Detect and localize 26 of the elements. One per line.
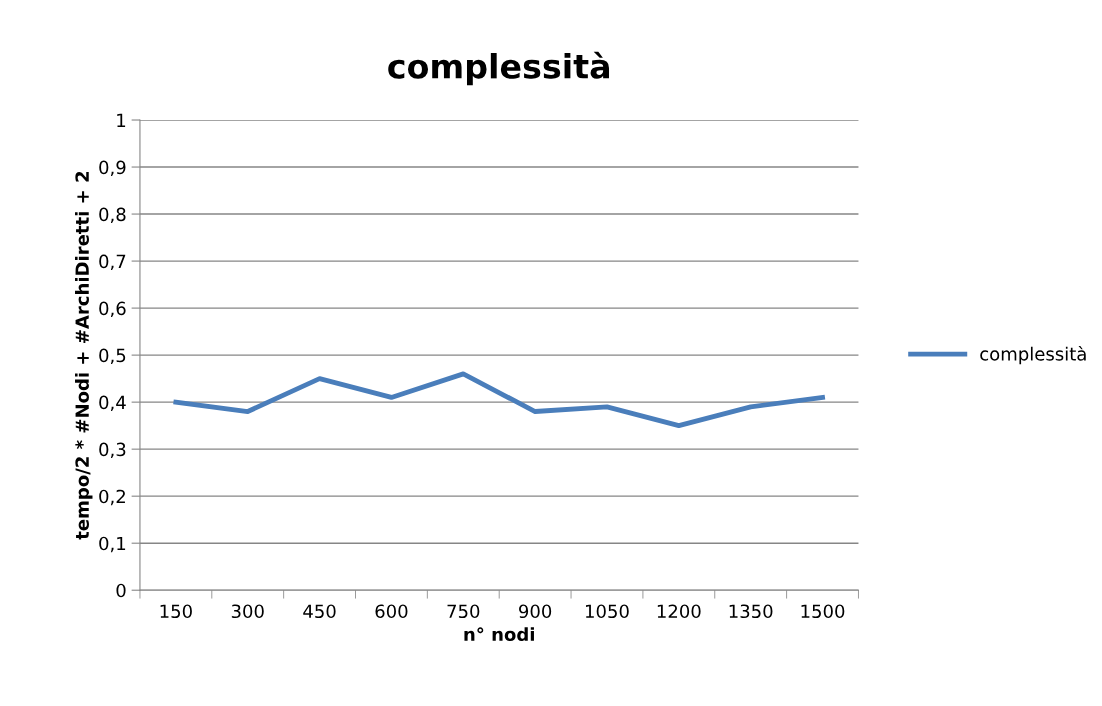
y-tick-label: 0,9 xyxy=(99,160,126,176)
x-tick-label: 150 xyxy=(160,604,192,619)
y-tick-label: 0,5 xyxy=(99,348,126,365)
x-tick-label: 600 xyxy=(375,604,408,619)
x-axis-title: n° nodi xyxy=(464,627,534,642)
y-tick-label: 0,7 xyxy=(99,254,126,271)
chart-title: complessità xyxy=(388,51,609,86)
y-tick-label: 0,4 xyxy=(99,395,126,412)
y-tick-label: 0,3 xyxy=(99,442,126,459)
y-tick-label: 0,1 xyxy=(99,536,126,553)
x-tick-label: 900 xyxy=(519,604,552,619)
line-series xyxy=(173,371,825,429)
y-tick-label: 1 xyxy=(117,113,126,127)
y-tick-label: 0,6 xyxy=(99,301,126,318)
legend-label: complessità xyxy=(980,346,1086,365)
x-tick-label: 1050 xyxy=(585,604,629,619)
y-tick-label: 0,2 xyxy=(99,489,125,506)
x-tick-label: 750 xyxy=(447,604,480,619)
y-axis-title: tempo/2 * #Nodi + #ArchiDiretti + 2 xyxy=(75,171,93,540)
x-tick-label: 300 xyxy=(231,604,264,619)
x-tick-label: 1500 xyxy=(801,604,845,619)
x-tick-label: 1200 xyxy=(657,604,701,619)
x-tick-label: 1350 xyxy=(729,604,773,619)
y-tick-label: 0,8 xyxy=(99,207,126,224)
y-tick-label: 0 xyxy=(116,583,126,598)
x-tick-label: 450 xyxy=(303,604,336,619)
